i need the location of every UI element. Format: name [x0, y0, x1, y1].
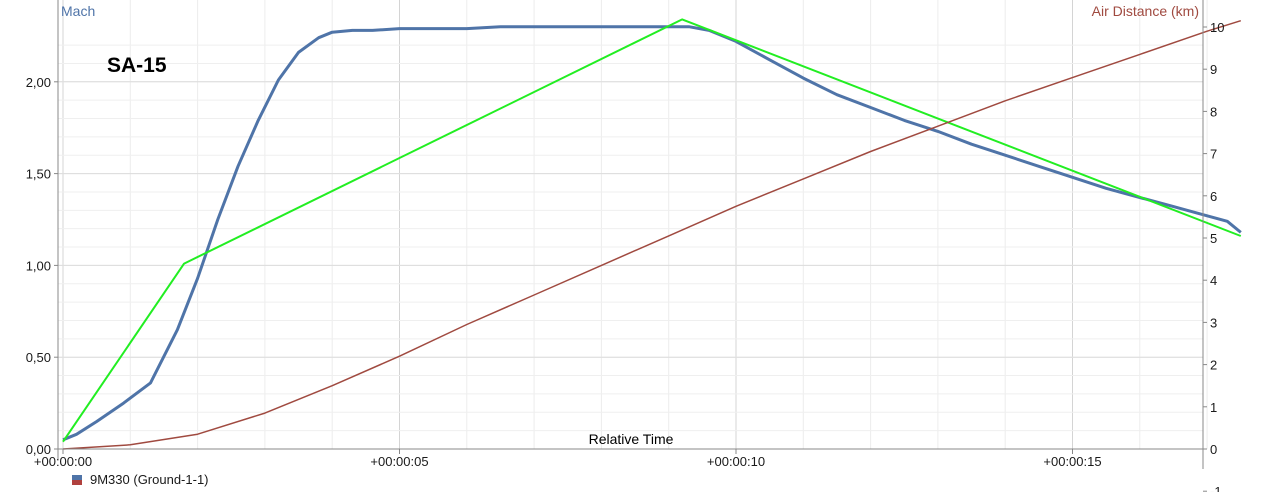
y-right-tick-label: 4 [1210, 273, 1217, 288]
x-axis-title: Relative Time [589, 431, 674, 447]
y-right-tick-label: 5 [1210, 231, 1217, 246]
x-tick-label: +00:00:15 [1043, 454, 1101, 469]
legend[interactable]: 9M330 (Ground-1-1) [72, 472, 209, 487]
y-left-tick-label: 0,00 [26, 442, 51, 457]
reference-line [62, 18, 1242, 443]
series-layer [62, 18, 1242, 450]
y-right-tick-label: 10 [1210, 20, 1224, 35]
x-tick-label: +00:00:00 [34, 454, 92, 469]
y-right-tick-label: 9 [1210, 62, 1217, 77]
chart-title: SA-15 [107, 54, 167, 77]
y-right-tick-label: -1 [1210, 484, 1222, 492]
grid [58, 0, 1208, 450]
y-right-tick-label: 8 [1210, 104, 1217, 119]
y-left-axis-title: Mach [61, 3, 95, 19]
y-right-tick-label: 3 [1210, 315, 1217, 330]
y-right-tick-label: 0 [1210, 442, 1217, 457]
y-left-tick-label: 1,00 [26, 258, 51, 273]
y-left-tick-label: 0,50 [26, 350, 51, 365]
legend-swatch [72, 474, 82, 485]
legend-label: 9M330 (Ground-1-1) [90, 472, 209, 487]
air-distance-line [62, 19, 1242, 450]
y-right-tick-label: 1 [1210, 400, 1217, 415]
y-right-tick-label: 7 [1210, 147, 1217, 162]
y-right-axis-title: Air Distance (km) [1092, 3, 1199, 19]
y-right-tick-label: 6 [1210, 189, 1217, 204]
x-tick-label: +00:00:10 [707, 454, 765, 469]
x-tick-label: +00:00:05 [370, 454, 428, 469]
y-right-tick-label: 2 [1210, 358, 1217, 373]
y-left-tick-label: 2,00 [26, 75, 51, 90]
axes: 0,00 0,50 1,00 1,50 2,00 -1 0 1 2 3 4 5 6 7 8 9 10 +00:00… [26, 0, 1224, 492]
y-left-tick-label: 1,50 [26, 167, 51, 182]
mach-series-line [62, 25, 1242, 442]
